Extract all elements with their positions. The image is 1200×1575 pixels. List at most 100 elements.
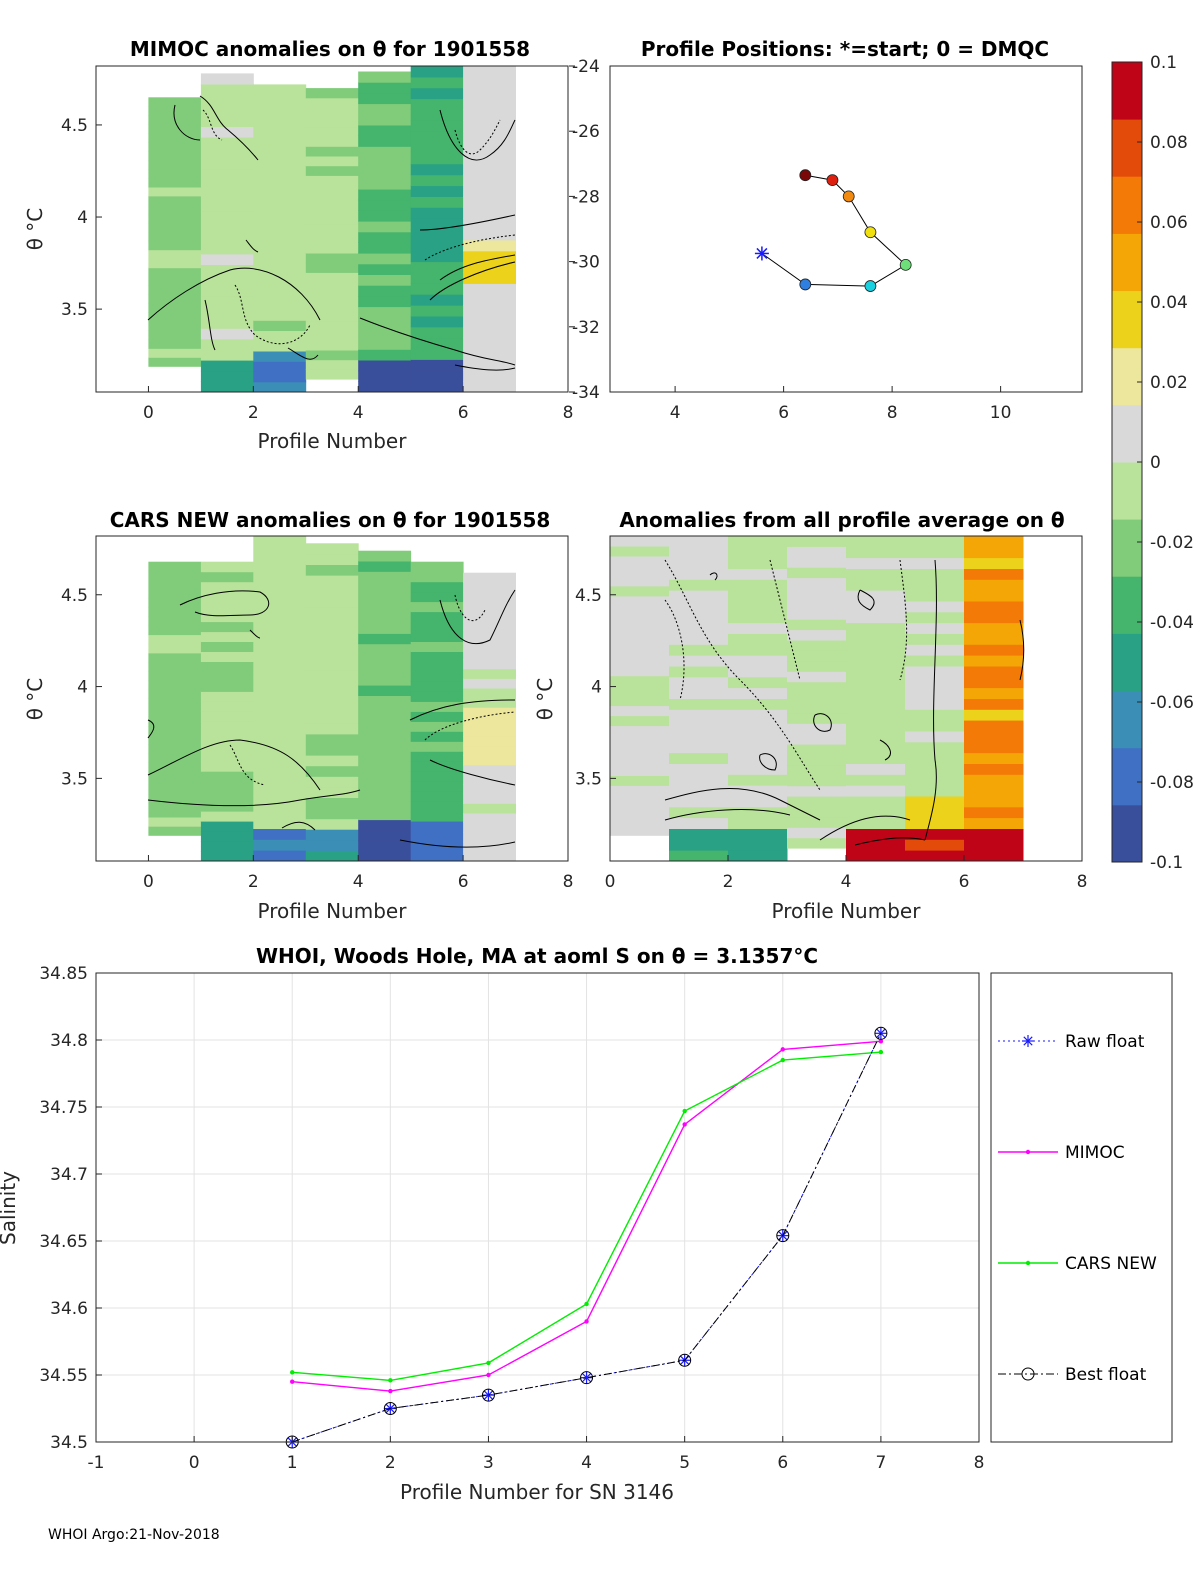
heatmap-cell <box>305 233 359 244</box>
heatmap-cell <box>669 601 729 613</box>
heatmap-cell <box>728 579 788 591</box>
positions-track <box>754 169 912 292</box>
heatmap-cell <box>358 550 412 562</box>
x-tick-label: 5 <box>679 1453 690 1473</box>
heatmap-cell <box>200 791 254 802</box>
x-tick-label: 4 <box>841 872 852 892</box>
heatmap-cell <box>846 785 906 797</box>
heatmap-cell <box>846 601 906 613</box>
heatmap-cell <box>846 817 906 829</box>
heatmap-cell <box>669 774 729 786</box>
colorbar-swatch <box>1112 519 1142 577</box>
heatmap-cell <box>410 359 464 371</box>
heatmap-cell <box>846 687 906 699</box>
heatmap-cell <box>358 736 412 748</box>
colorbar-tick-label: 0 <box>1150 453 1161 473</box>
heatmap-cell <box>964 752 1024 764</box>
cars-panel: 0 2 4 6 8 3.5 4 4.5 CARS NEW anomalies on θ for… <box>23 508 573 923</box>
heatmap-cell <box>305 311 359 322</box>
y-tick-label: 3.5 <box>61 300 88 320</box>
heatmap-cell <box>253 720 307 732</box>
heatmap-cell <box>846 622 906 634</box>
heatmap-cell <box>358 253 412 265</box>
heatmap-cell <box>148 616 202 626</box>
heatmap-cell <box>200 781 254 792</box>
y-tick-label: 34.65 <box>39 1232 88 1252</box>
series-mimoc <box>290 1039 884 1394</box>
heatmap-cell <box>253 186 307 198</box>
heatmap-cell <box>358 654 412 665</box>
heatmap-cell <box>964 633 1024 645</box>
heatmap-cell <box>410 120 464 132</box>
heatmap-cell <box>463 337 516 350</box>
heatmap-cell <box>200 381 254 392</box>
heatmap-cell <box>905 828 965 840</box>
salinity-legend: Raw float MIMOC CARS NEW Best float <box>990 972 1173 1443</box>
heatmap-cell <box>200 611 254 623</box>
heatmap-cell <box>358 317 412 329</box>
heatmap-cell <box>148 285 202 295</box>
heatmap-cell <box>148 643 202 654</box>
heatmap-cell <box>305 829 359 841</box>
heatmap-cell <box>358 71 412 83</box>
heatmap-cell <box>200 661 254 672</box>
heatmap-cell <box>728 806 788 819</box>
heatmap-cell <box>787 598 847 610</box>
heatmap-cell <box>728 752 788 764</box>
heatmap-cell <box>410 261 464 273</box>
heatmap-cell <box>148 570 202 581</box>
heatmap-cell <box>669 828 729 840</box>
heatmap-cell <box>253 655 307 667</box>
heatmap-cell <box>410 801 464 812</box>
heatmap-cell <box>148 276 202 287</box>
heatmap-cell <box>358 695 412 707</box>
heatmap-cell <box>148 589 202 599</box>
position-marker <box>864 226 877 239</box>
colorbar-tick-label: 0.02 <box>1150 373 1188 393</box>
heatmap-cell <box>200 200 254 212</box>
heatmap-cell <box>358 778 412 790</box>
heatmap-cell <box>905 536 965 548</box>
heatmap-cell <box>305 744 359 756</box>
heatmap-cell <box>787 619 847 631</box>
heatmap-cell <box>463 326 516 339</box>
heatmap-cell <box>148 817 202 827</box>
heatmap-cell <box>610 735 670 746</box>
heatmap-cell <box>669 709 729 721</box>
heatmap-cell <box>669 622 729 634</box>
heatmap-cell <box>728 828 788 840</box>
heatmap-cell <box>358 830 412 841</box>
heatmap-cell <box>410 174 464 187</box>
heatmap-cell <box>463 668 516 679</box>
x-tick-label: 4 <box>353 403 364 423</box>
heatmap-cell <box>358 146 412 158</box>
heatmap-cell <box>200 621 254 633</box>
heatmap-cell <box>410 196 464 208</box>
cars-ticks: 0 2 4 6 8 3.5 4 4.5 <box>61 586 573 892</box>
heatmap-cell <box>253 351 307 362</box>
heatmap-cell <box>200 147 254 159</box>
heatmap-cell <box>305 175 359 186</box>
x-tick-label: 6 <box>959 872 970 892</box>
heatmap-cell <box>463 755 516 766</box>
heatmap-cell <box>253 601 307 613</box>
cars-title: CARS NEW anomalies on θ for 1901558 <box>110 508 551 532</box>
heatmap-cell <box>410 370 464 382</box>
heatmap-cell <box>463 196 516 208</box>
heatmap-cell <box>305 350 359 361</box>
heatmap-cell <box>410 163 464 176</box>
heatmap-cell <box>305 165 359 176</box>
heatmap-cell <box>253 763 307 775</box>
heatmap-cell <box>410 87 464 100</box>
heatmap-cell <box>669 557 729 569</box>
heatmap-cell <box>358 92 412 105</box>
heatmap-cell <box>253 279 307 290</box>
heatmap-cell <box>964 785 1024 797</box>
heatmap-cell <box>463 640 516 651</box>
colorbar-swatch <box>1112 119 1142 177</box>
heatmap-cell <box>463 218 516 230</box>
heatmap-cell <box>305 301 359 312</box>
heatmap-cell <box>253 741 307 754</box>
heatmap-cell <box>669 611 729 624</box>
heatmap-cell <box>253 785 307 797</box>
